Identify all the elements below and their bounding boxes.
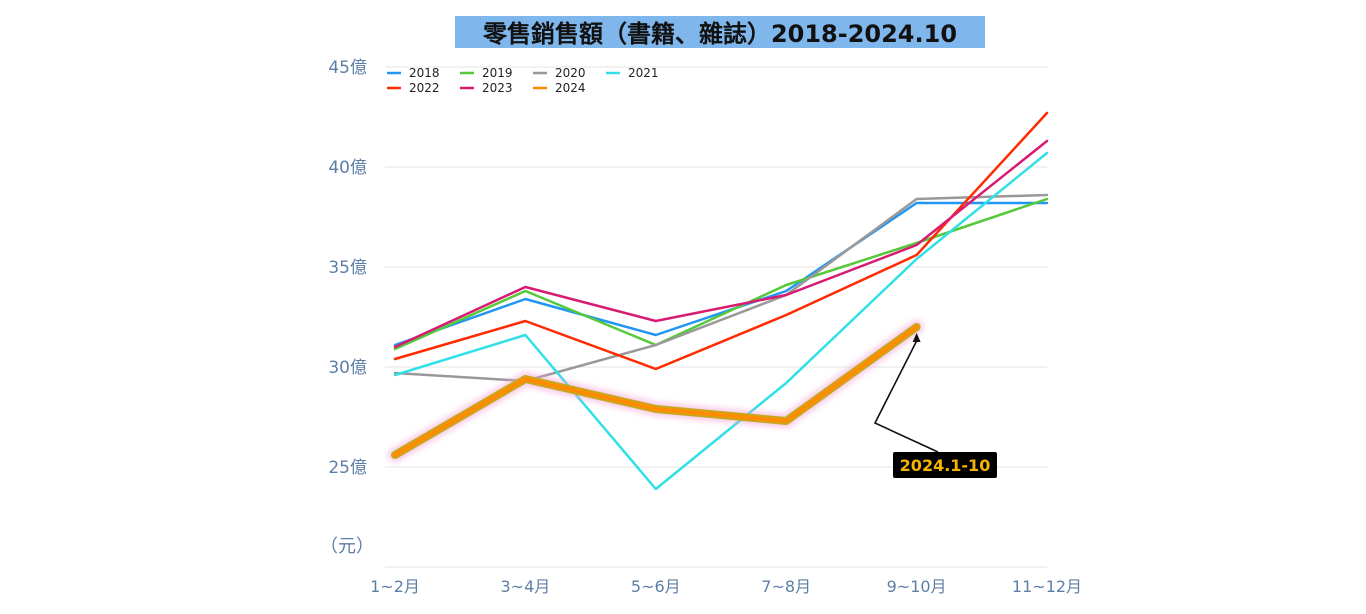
x-axis-tick-labels: 1~2月 3~4月 5~6月 7~8月 9~10月 11~12月	[370, 577, 1082, 596]
annotation-arrow-line	[873, 340, 939, 453]
y-axis-tick-labels: 25億 30億 35億 40億 45億	[328, 58, 367, 478]
annotation-group: 2024.1-10	[873, 333, 997, 478]
y-axis-unit-label: （元）	[320, 536, 374, 557]
x-tick-label-3: 5~6月	[631, 577, 681, 596]
legend-label-2021: 2021	[628, 66, 659, 80]
legend-label-2018: 2018	[409, 66, 440, 80]
annotation-label: 2024.1-10	[900, 456, 991, 475]
legend-label-2024: 2024	[555, 81, 586, 95]
grid-lines	[385, 66, 1047, 568]
annotation-arrow-head	[912, 333, 921, 342]
y-tick-label-40: 40億	[328, 158, 367, 178]
x-tick-label-4: 7~8月	[761, 577, 811, 596]
series-lines	[388, 111, 1049, 491]
y-tick-label-45: 45億	[328, 58, 367, 78]
legend-label-2022: 2022	[409, 81, 440, 95]
y-tick-label-35: 35億	[328, 258, 367, 278]
x-tick-label-6: 11~12月	[1012, 577, 1082, 596]
legend-label-2023: 2023	[482, 81, 513, 95]
series-line-2023	[393, 139, 1049, 349]
series-line-2022	[393, 111, 1049, 371]
x-tick-label-5: 9~10月	[887, 577, 947, 596]
chart-title-highlight	[455, 16, 985, 48]
chart-title: 零售銷售額（書籍、雜誌）2018-2024.10	[482, 20, 957, 48]
chart-title-group: 零售銷售額（書籍、雜誌）2018-2024.10	[455, 16, 985, 48]
series-line-2024	[393, 325, 919, 457]
legend-label-2019: 2019	[482, 66, 513, 80]
series-line-2021	[393, 151, 1049, 491]
series-line-2020	[393, 193, 1049, 383]
y-tick-label-30: 30億	[328, 358, 367, 378]
legend-label-2020: 2020	[555, 66, 586, 80]
x-tick-label-1: 1~2月	[370, 577, 420, 596]
series-line-2019	[393, 197, 1049, 351]
annotation-label-box	[893, 452, 997, 478]
y-tick-label-25: 25億	[328, 458, 367, 478]
x-tick-label-2: 3~4月	[501, 577, 551, 596]
series-line-2018	[393, 201, 1049, 347]
legend: 2018 2019 2020 2021 2022 2023 2024	[387, 66, 659, 95]
